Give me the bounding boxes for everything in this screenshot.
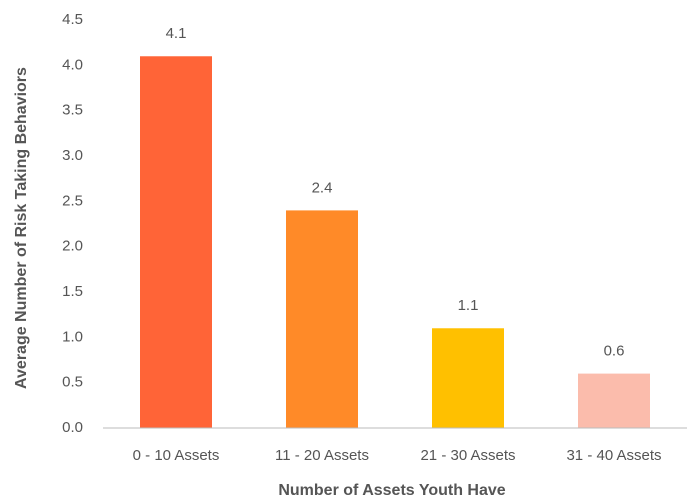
y-tick-label: 3.0 [62,147,83,164]
y-tick-label: 1.0 [62,328,83,345]
y-tick-label: 0.5 [62,374,83,391]
x-axis-title: Number of Assets Youth Have [278,482,505,499]
x-tick-label: 31 - 40 Assets [566,447,661,464]
bar [286,210,358,428]
y-axis-title: Average Number of Risk Taking Behaviors [13,67,30,389]
x-tick-label: 21 - 30 Assets [420,447,515,464]
bar [140,56,212,429]
data-label: 1.1 [458,297,479,314]
y-tick-label: 3.5 [62,102,83,119]
y-tick-label: 2.0 [62,238,83,255]
data-label: 2.4 [312,179,333,196]
x-tick-label: 0 - 10 Assets [133,447,220,464]
bar [578,373,650,428]
data-label: 4.1 [166,25,187,42]
y-tick-label: 4.5 [62,11,83,28]
bar [432,328,504,428]
y-tick-label: 0.0 [62,419,83,436]
x-tick-label: 11 - 20 Assets [275,447,369,464]
data-label: 0.6 [604,343,625,360]
y-tick-label: 4.0 [62,56,83,73]
y-tick-label: 2.5 [62,192,83,209]
y-tick-label: 1.5 [62,283,83,300]
